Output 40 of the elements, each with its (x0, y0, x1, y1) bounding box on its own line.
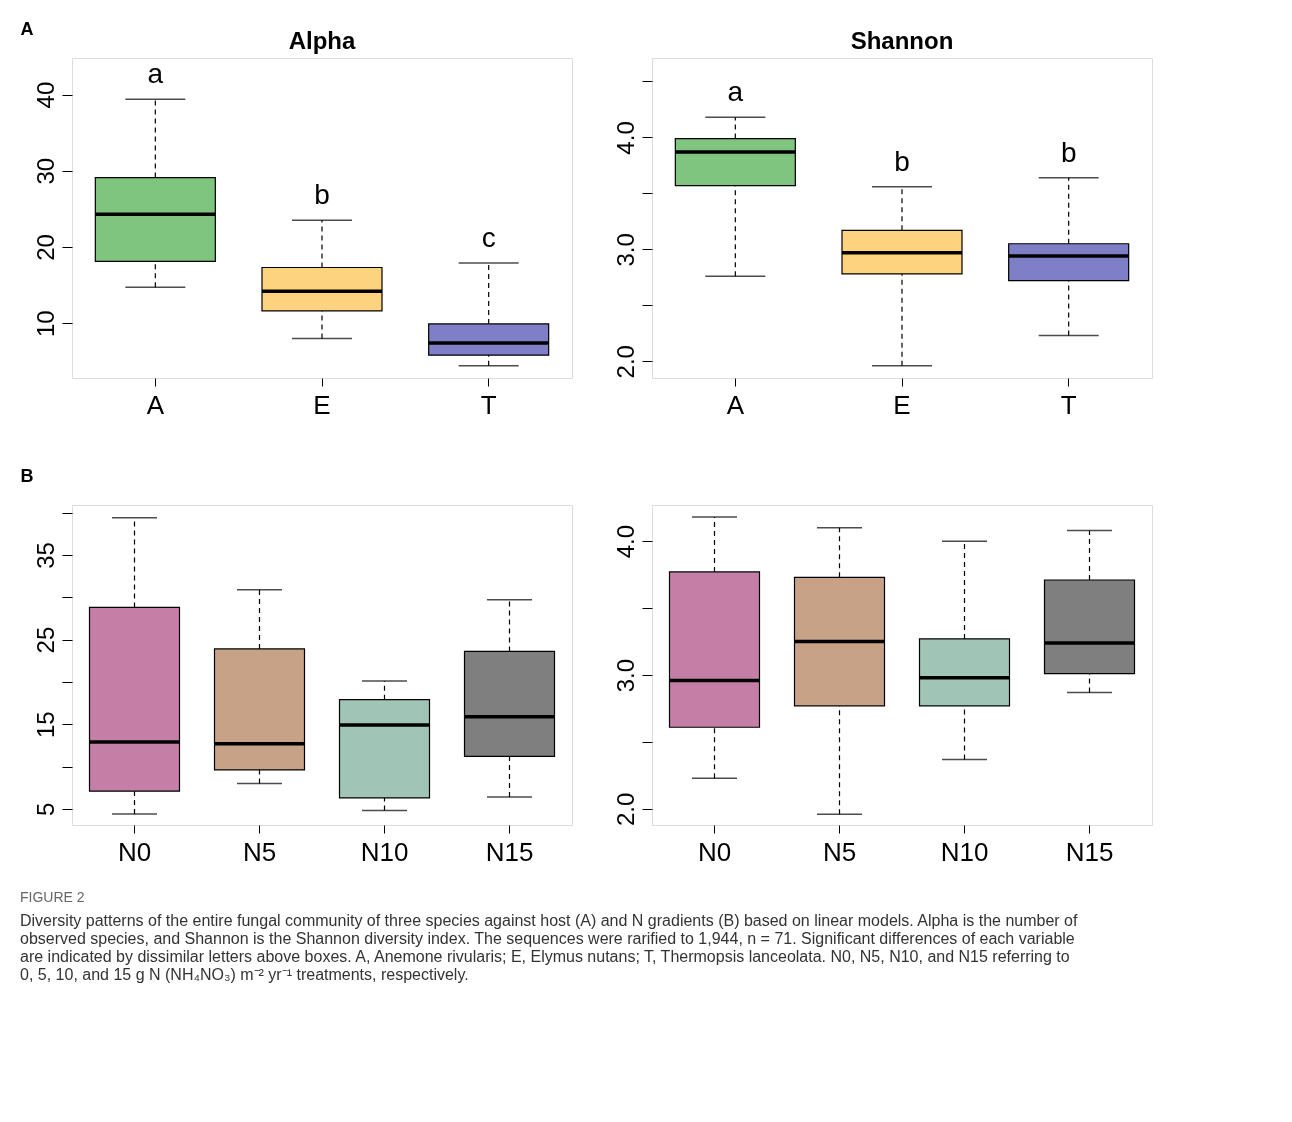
x-tick-label: N5 (822, 836, 857, 867)
y-tick-label: 2.0 (611, 792, 639, 827)
text: Diversity patterns of the entire fungal community of three species against host (A) and N gradients (B) based on linear models. Alpha is the number of observed species, and Shannon is the Shannon diversity index. The sequences were rarified to 1,944, n = 71. Significant differences of each variable are indicated by dissimilar letters above boxes. A, Anemone rivularis; E, Elymus nutans; T, Thermopsis lanceolata. N0, N5, N10, and N15 referring to 0, 5, 10, and 15 g N (NH₄NO₃) m⁻² yr⁻¹ treatments, respectively. (20, 911, 1078, 983)
annotation: b (894, 145, 910, 177)
y-tick-label: 2.0 (611, 345, 639, 379)
x-tick-label: E (313, 389, 331, 420)
x-tick-label: N0 (117, 836, 152, 867)
x-tick-label: N0 (697, 836, 732, 867)
y-tick-label: 3.0 (611, 233, 639, 267)
y-tick-label: 20 (31, 234, 59, 261)
text: A (20, 19, 34, 39)
x-tick-label: T (480, 389, 497, 420)
y-tick-label: 40 (31, 81, 59, 109)
text: B (20, 466, 34, 486)
annotation: c (481, 221, 496, 253)
annotation: a (147, 58, 164, 90)
x-tick-label: N10 (940, 836, 989, 867)
chart-title: Shannon (850, 27, 954, 54)
y-tick-label: 5 (31, 802, 59, 817)
x-tick-label: A (146, 389, 165, 420)
x-tick-label: T (1060, 389, 1077, 420)
y-tick-label: 4.0 (611, 121, 639, 155)
caption: FIGURE 2 (20, 888, 85, 905)
annotation: b (1060, 136, 1077, 168)
x-tick-label: A (726, 389, 745, 420)
x-tick-label: E (893, 389, 911, 420)
y-tick-label: 4.0 (611, 524, 639, 559)
x-tick-label: N10 (360, 836, 409, 867)
y-tick-label: 25 (31, 626, 59, 654)
x-tick-label: N5 (242, 836, 277, 867)
annotation: a (727, 76, 744, 108)
x-tick-label: N15 (1065, 836, 1114, 867)
y-tick-label: 3.0 (611, 658, 639, 693)
y-tick-label: 10 (31, 310, 59, 337)
x-tick-label: N15 (485, 836, 534, 867)
y-tick-label: 35 (31, 542, 59, 569)
y-tick-label: 30 (31, 157, 59, 185)
y-tick-label: 15 (31, 711, 59, 739)
chart-title: Alpha (288, 27, 356, 54)
annotation: b (314, 179, 330, 211)
